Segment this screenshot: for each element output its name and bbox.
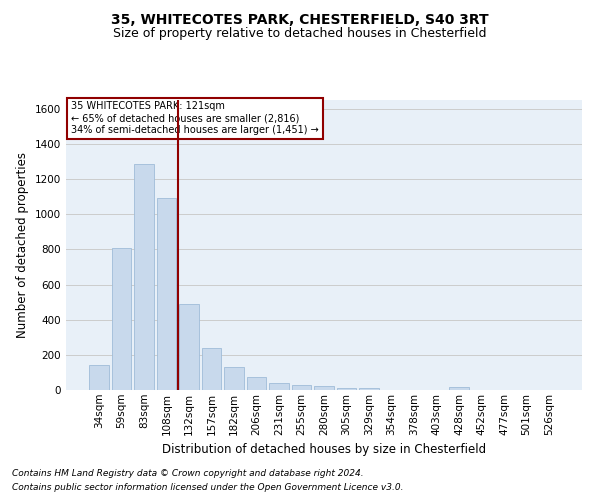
Bar [359, 388, 379, 390]
Text: Contains public sector information licensed under the Open Government Licence v3: Contains public sector information licen… [12, 484, 404, 492]
Bar [337, 388, 356, 390]
Bar [89, 366, 109, 390]
Bar [179, 304, 199, 390]
Text: Contains HM Land Registry data © Crown copyright and database right 2024.: Contains HM Land Registry data © Crown c… [12, 468, 364, 477]
Text: 35 WHITECOTES PARK: 121sqm
← 65% of detached houses are smaller (2,816)
34% of s: 35 WHITECOTES PARK: 121sqm ← 65% of deta… [71, 102, 319, 134]
Y-axis label: Number of detached properties: Number of detached properties [16, 152, 29, 338]
Bar [112, 248, 131, 390]
Bar [134, 164, 154, 390]
Bar [314, 386, 334, 390]
Bar [157, 198, 176, 390]
Bar [449, 387, 469, 390]
Bar [224, 367, 244, 390]
Bar [247, 377, 266, 390]
X-axis label: Distribution of detached houses by size in Chesterfield: Distribution of detached houses by size … [162, 443, 486, 456]
Text: 35, WHITECOTES PARK, CHESTERFIELD, S40 3RT: 35, WHITECOTES PARK, CHESTERFIELD, S40 3… [111, 12, 489, 26]
Bar [269, 382, 289, 390]
Bar [202, 348, 221, 390]
Text: Size of property relative to detached houses in Chesterfield: Size of property relative to detached ho… [113, 28, 487, 40]
Bar [292, 386, 311, 390]
